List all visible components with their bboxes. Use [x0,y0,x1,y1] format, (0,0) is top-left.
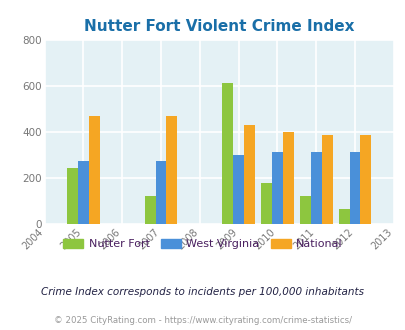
Bar [243,125,254,224]
Bar [299,195,310,224]
Bar [338,209,349,224]
Bar [78,161,89,224]
Bar [360,135,371,224]
Bar [145,195,155,224]
Bar [166,116,177,224]
Bar [310,152,321,224]
Bar [222,83,232,224]
Text: Crime Index corresponds to incidents per 100,000 inhabitants: Crime Index corresponds to incidents per… [41,287,364,297]
Legend: Nutter Fort, West Virginia, National: Nutter Fort, West Virginia, National [59,234,346,253]
Bar [349,152,360,224]
Title: Nutter Fort Violent Crime Index: Nutter Fort Violent Crime Index [84,19,354,34]
Bar [321,135,332,224]
Bar [155,161,166,224]
Bar [67,168,78,224]
Bar [260,183,271,224]
Bar [282,132,293,224]
Text: © 2025 CityRating.com - https://www.cityrating.com/crime-statistics/: © 2025 CityRating.com - https://www.city… [54,315,351,325]
Bar [271,152,282,224]
Bar [232,155,243,224]
Bar [89,116,100,224]
